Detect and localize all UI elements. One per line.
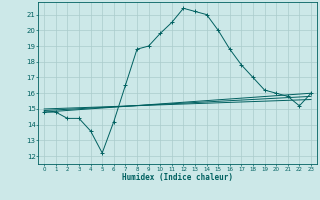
X-axis label: Humidex (Indice chaleur): Humidex (Indice chaleur) <box>122 173 233 182</box>
